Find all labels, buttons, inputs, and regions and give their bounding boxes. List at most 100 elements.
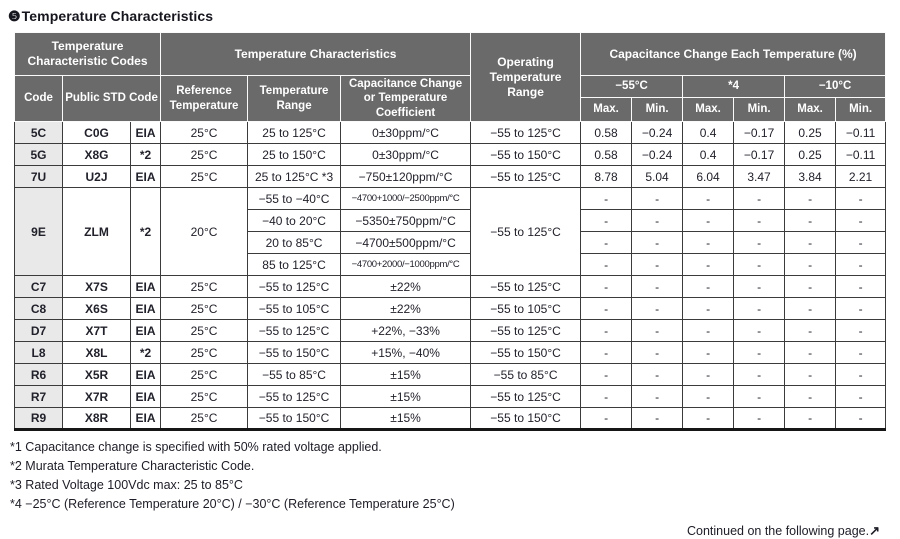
cell-s4-min: - — [733, 275, 786, 299]
cell-public-std: X8G — [62, 143, 131, 167]
table-row-d7: D7 X7T EIA 25°C −55 to 125°C +22%, −33% … — [14, 319, 887, 343]
cell-code: C8 — [14, 297, 63, 321]
cell-coefficient: −750±120ppm/°C — [340, 165, 472, 189]
cell-m55-min: - — [631, 407, 684, 431]
cell-m55-min: - — [631, 187, 684, 211]
cell-s4-max: - — [682, 319, 735, 343]
cell-s4-min: 3.47 — [733, 165, 786, 189]
cell-operating-range: −55 to 125°C — [470, 385, 582, 409]
cell-s4-max: 0.4 — [682, 121, 735, 145]
cell-s4-min: - — [733, 231, 786, 255]
cell-m10-max: 0.25 — [784, 121, 837, 145]
cell-operating-range: −55 to 150°C — [470, 341, 582, 365]
cell-s4-min: - — [733, 187, 786, 211]
table-row-9e-1: 9E ZLM *2 20°C −55 to −40°C −4700+1000/−… — [14, 187, 887, 277]
cell-temp-range: 25 to 125°C — [247, 121, 342, 145]
cell-m55-max: - — [580, 341, 633, 365]
cell-m10-min: - — [835, 341, 887, 365]
header-max-1: Max. — [580, 96, 633, 123]
cell-m10-max: - — [784, 385, 837, 409]
cell-m55-max: 8.78 — [580, 165, 633, 189]
cell-reference-temp: 25°C — [160, 407, 249, 431]
table-row-7u: 7U U2J EIA 25°C 25 to 125°C *3 −750±120p… — [14, 165, 887, 189]
table-row-9e-4: 85 to 125°C −4700+2000/−1000ppm/°C - - -… — [15, 253, 887, 277]
cell-std-source: EIA — [129, 363, 162, 387]
header-temperature-range: Temperature Range — [247, 74, 342, 123]
cell-m55-max: - — [580, 275, 633, 299]
cell-m55-max: - — [580, 363, 633, 387]
cell-reference-temp: 25°C — [160, 297, 249, 321]
footnote-3: *3 Rated Voltage 100Vdc max: 25 to 85°C — [10, 478, 243, 493]
cell-code: L8 — [14, 341, 63, 365]
cell-coefficient: 0±30ppm/°C — [340, 143, 472, 167]
header-max-2: Max. — [682, 96, 735, 123]
cell-std-source: *2 — [129, 341, 162, 365]
page-title-text: Temperature Characteristics — [21, 8, 214, 24]
continued-note: Continued on the following page.↗ — [8, 523, 886, 539]
cell-code: 5G — [14, 143, 63, 167]
cell-coefficient: 0±30ppm/°C — [340, 121, 472, 145]
cell-s4-min: - — [733, 253, 786, 277]
cell-std-source: EIA — [129, 165, 162, 189]
header-row-1: Temperature Characteristic Codes Tempera… — [13, 31, 887, 123]
table-row-c7: C7 X7S EIA 25°C −55 to 125°C ±22% −55 to… — [14, 275, 887, 299]
cell-m55-min: - — [631, 385, 684, 409]
cell-s4-max: - — [682, 231, 735, 255]
cell-public-std: X6S — [62, 297, 131, 321]
temperature-characteristics-table: Temperature Characteristic Codes Tempera… — [13, 31, 887, 432]
cell-operating-range: −55 to 125°C — [470, 165, 582, 189]
footnotes: *1 Capacitance change is specified with … — [10, 438, 886, 513]
cell-temp-range: −55 to 85°C — [247, 363, 342, 387]
cell-m10-max: - — [784, 341, 837, 365]
cell-coefficient: ±22% — [340, 297, 472, 321]
cell-code: 9E — [14, 187, 63, 277]
cell-m55-min: - — [631, 341, 684, 365]
cell-std-source: EIA — [129, 275, 162, 299]
cell-operating-range: −55 to 125°C — [470, 121, 582, 145]
cell-m10-min: - — [835, 275, 887, 299]
cell-m55-min: - — [631, 319, 684, 343]
cell-public-std: ZLM — [62, 187, 131, 277]
cell-code: R9 — [14, 407, 63, 431]
cell-public-std: X5R — [62, 363, 131, 387]
cell-m10-max: - — [784, 253, 837, 277]
cell-reference-temp: 25°C — [160, 143, 249, 167]
cell-temp-range: 25 to 125°C *3 — [247, 165, 342, 189]
cell-m10-max: - — [784, 297, 837, 321]
cell-std-source: EIA — [129, 319, 162, 343]
cell-m10-min: - — [835, 297, 887, 321]
cell-operating-range: −55 to 105°C — [470, 297, 582, 321]
cell-m10-max: - — [784, 363, 837, 387]
header-row-2: Code Public STD Code Reference Temperatu… — [14, 74, 887, 123]
cell-coefficient: +22%, −33% — [340, 319, 472, 343]
cell-m55-min: 5.04 — [631, 165, 684, 189]
cell-code: 7U — [14, 165, 63, 189]
cell-coefficient: ±15% — [340, 385, 472, 409]
header-temp-characteristics: Temperature Characteristics — [160, 32, 472, 76]
cell-m55-min: - — [631, 297, 684, 321]
cell-temp-range: −40 to 20°C — [247, 209, 342, 233]
table-row-r9: R9 X8R EIA 25°C −55 to 150°C ±15% −55 to… — [14, 407, 887, 431]
cell-s4-min: - — [733, 341, 786, 365]
cell-coefficient: ±15% — [340, 363, 472, 387]
cell-s4-max: - — [682, 385, 735, 409]
cell-m55-max: - — [580, 385, 633, 409]
cell-m10-max: 0.25 — [784, 143, 837, 167]
table-row-5c: 5C C0G EIA 25°C 25 to 125°C 0±30ppm/°C −… — [14, 121, 887, 145]
header-cap-change-each-temp: Capacitance Change Each Temperature (%) — [580, 32, 887, 76]
cell-std-source: *2 — [129, 143, 162, 167]
section-number-icon: ❺ — [8, 8, 21, 24]
cell-m55-min: - — [631, 253, 684, 277]
cell-s4-min: - — [733, 319, 786, 343]
cell-m10-max: - — [784, 319, 837, 343]
cell-s4-min: - — [733, 407, 786, 431]
cell-std-source: *2 — [129, 187, 162, 277]
cell-m55-min: - — [631, 231, 684, 255]
cell-coefficient: ±22% — [340, 275, 472, 299]
cell-m10-min: - — [835, 385, 887, 409]
cell-m55-max: - — [580, 253, 633, 277]
cell-s4-max: - — [682, 209, 735, 233]
cell-m10-min: - — [835, 363, 887, 387]
cell-m55-max: 0.58 — [580, 143, 633, 167]
